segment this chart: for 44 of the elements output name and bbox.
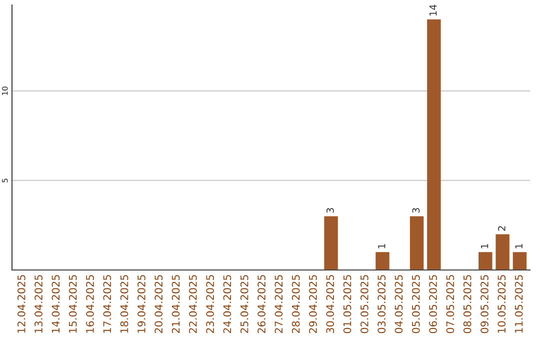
- bar: [496, 234, 510, 270]
- x-tick-label: 09.05.2025: [480, 275, 488, 334]
- x-tick-label: 21.04.2025: [172, 275, 180, 334]
- x-tick-label: 07.05.2025: [446, 275, 454, 334]
- data-label: 3: [326, 208, 334, 213]
- x-tick-label: 29.04.2025: [309, 275, 317, 334]
- data-label: 14: [430, 4, 437, 16]
- data-label: 1: [515, 244, 522, 248]
- bar: [427, 19, 441, 270]
- x-tick-label: 03.05.2025: [378, 275, 386, 334]
- x-tick-label: 10.05.2025: [498, 275, 506, 333]
- x-tick-label: 14.04.2025: [52, 275, 60, 333]
- data-label: 1: [378, 244, 386, 248]
- x-tick-label: 22.04.2025: [188, 275, 197, 334]
- x-tick-label: 13.04.2025: [34, 275, 42, 333]
- x-tick-label: 19.04.2025: [138, 275, 146, 333]
- x-tick-label: 23.04.2025: [206, 275, 214, 334]
- bar: [478, 252, 492, 270]
- x-tick-label: 24.04.2025: [223, 275, 232, 334]
- bar: [376, 252, 390, 270]
- x-tick-label: 05.05.2025: [412, 275, 420, 334]
- x-tick-label: 20.04.2025: [154, 275, 163, 334]
- x-tick-label: 26.04.2025: [258, 275, 266, 334]
- x-tick-label: 08.05.2025: [463, 275, 472, 334]
- x-tick-label: 02.05.2025: [360, 275, 368, 334]
- bar: [324, 216, 338, 270]
- x-tick-label: 06.05.2025: [429, 275, 437, 334]
- x-tick-label: 04.05.2025: [394, 275, 403, 334]
- x-tick-label: 18.04.2025: [120, 275, 128, 333]
- x-tick-label: 16.04.2025: [86, 275, 94, 333]
- x-tick-label: 30.04.2025: [326, 275, 334, 334]
- x-tick-label: 27.04.2025: [274, 275, 283, 334]
- bar: [512, 252, 527, 270]
- x-tick-label: 28.04.2025: [292, 275, 300, 334]
- x-tick-label: 17.04.2025: [103, 275, 112, 333]
- bar: [410, 216, 424, 270]
- data-label: 1: [481, 244, 488, 248]
- x-tick-label: 15.04.2025: [68, 275, 77, 333]
- data-label: 3: [412, 208, 420, 213]
- x-tick-label: 12.04.2025: [17, 275, 26, 333]
- data-label: 2: [498, 226, 506, 231]
- x-tick-label: 25.04.2025: [240, 275, 248, 334]
- x-tick-label: 11.05.2025: [514, 275, 523, 333]
- x-tick-label: 01.05.2025: [343, 275, 352, 334]
